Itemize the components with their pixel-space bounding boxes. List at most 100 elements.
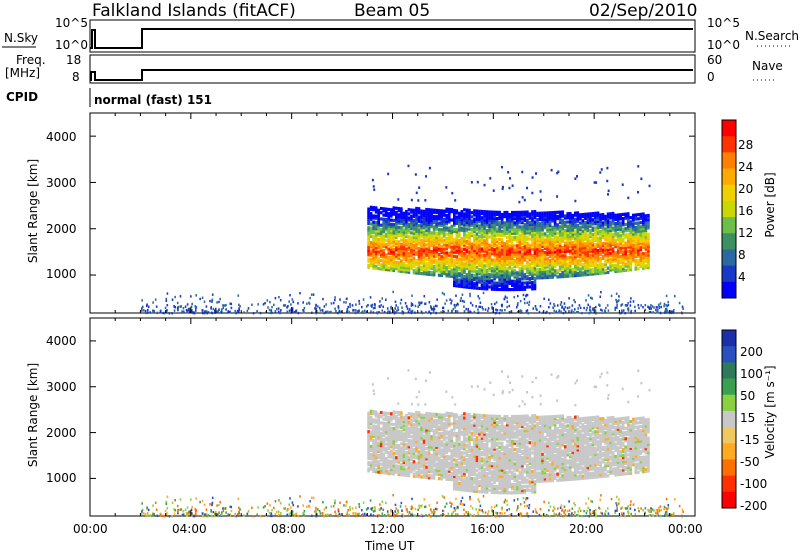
power-cell [450, 255, 454, 260]
power-cell [415, 231, 418, 236]
power-cell [379, 265, 383, 269]
velocity-cell [372, 440, 375, 445]
power-cell [480, 228, 484, 232]
velocity-cell [447, 463, 451, 467]
power-cell [407, 256, 411, 260]
power-cell [513, 223, 517, 227]
power-cell [405, 249, 408, 253]
power-cell [546, 227, 549, 232]
power-cell [455, 209, 459, 213]
power-cell [435, 231, 438, 235]
power-cell [440, 240, 443, 244]
velocity-cell [372, 418, 375, 422]
power-cell [390, 307, 392, 310]
velocity-cell [417, 419, 421, 423]
power-cell [468, 275, 471, 279]
power-cell [568, 218, 572, 222]
velocity-cell [432, 460, 436, 464]
velocity-cell [430, 418, 433, 422]
power-cell [237, 310, 240, 313]
power-cell [568, 236, 572, 241]
velocity-cell [400, 442, 403, 446]
power-cell [548, 225, 552, 229]
power-cell [553, 269, 557, 273]
power-cell [594, 249, 597, 253]
power-cell [493, 229, 496, 233]
power-cell [397, 219, 401, 223]
velocity-cell [437, 413, 441, 417]
power-cell [619, 258, 622, 263]
power-cell [627, 309, 630, 312]
power-cell [642, 258, 645, 262]
velocity-cell [392, 455, 396, 460]
velocity-cell [445, 446, 449, 450]
velocity-cell [412, 418, 416, 423]
power-cell [579, 267, 582, 271]
power-cell [616, 236, 620, 240]
power-cell [450, 272, 454, 276]
power-cell [397, 267, 401, 271]
power-cell [516, 244, 519, 248]
velocity-cell [445, 440, 449, 444]
power-cell [417, 242, 421, 246]
power-cell [420, 230, 423, 234]
velocity-cell [400, 452, 403, 456]
power-cell [427, 226, 431, 231]
power-cell [465, 241, 469, 246]
power-cell [553, 250, 557, 254]
power-cell [412, 229, 416, 233]
power-cell [561, 274, 564, 279]
power-cell [442, 269, 446, 274]
power-cell [523, 273, 527, 277]
power-cell [521, 210, 524, 214]
power-cell [442, 246, 446, 251]
power-cell [518, 221, 522, 225]
velocity-cell [402, 440, 406, 444]
power-cell [606, 243, 610, 247]
velocity-cell [458, 426, 461, 430]
power-cell [543, 213, 547, 217]
power-cell [601, 267, 605, 271]
power-cell [513, 279, 517, 283]
velocity-cell [397, 411, 401, 415]
power-cell [490, 210, 494, 214]
power-cell [631, 251, 635, 255]
velocity-cell [463, 451, 466, 455]
power-cell [465, 273, 469, 277]
power-cell [516, 254, 519, 258]
power-cell [526, 231, 529, 235]
velocity-cell [437, 431, 441, 435]
power-cell [545, 311, 547, 315]
power-cell [495, 219, 499, 223]
power-cell [400, 234, 403, 238]
power-cell [561, 272, 564, 277]
power-cell [460, 243, 464, 247]
power-cell [374, 250, 378, 254]
velocity-cell [445, 430, 449, 434]
velocity-cell [422, 452, 426, 457]
power-cell [615, 292, 618, 295]
power-cell [399, 302, 402, 305]
power-cell [483, 220, 486, 224]
power-cell [556, 239, 559, 244]
power-cell [631, 213, 635, 217]
power-cell [533, 230, 537, 235]
power-cell [495, 239, 499, 244]
power-cell [536, 236, 539, 240]
power-cell [568, 266, 572, 270]
power-cell [634, 227, 638, 232]
power-cell [194, 309, 197, 312]
power-cell [389, 260, 393, 264]
velocity-cell [445, 444, 449, 448]
power-cell [586, 272, 590, 277]
velocity-cell [412, 433, 416, 437]
velocity-cell [455, 440, 459, 444]
power-cell [453, 238, 456, 242]
velocity-cell [367, 423, 370, 428]
power-cell [576, 246, 580, 250]
power-cell [478, 228, 481, 232]
velocity-cell [435, 414, 438, 419]
power-cell [425, 262, 428, 266]
power-cell [442, 232, 446, 236]
power-cell [538, 230, 542, 234]
